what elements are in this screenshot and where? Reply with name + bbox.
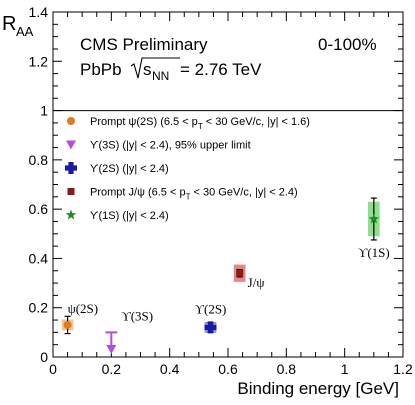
data-points: ψ(2S) ϒ(3S) ϒ(2S) J/ψ ϒ(1S) <box>61 197 390 354</box>
legend-marker <box>67 188 75 195</box>
data-point: ϒ(3S) <box>105 308 153 354</box>
y-tick-label: 0.8 <box>29 152 49 168</box>
y-tick-label: 0 <box>40 349 48 365</box>
y-axis-ticks: 0 0.2 0.4 0.6 0.8 1 1.2 1.4 <box>29 4 403 365</box>
y-axis-label: R AA <box>2 13 34 39</box>
header-experiment: CMS Preliminary <box>80 35 208 54</box>
legend: Prompt ψ(2S) (6.5 < pT < 30 GeV/c, |y| <… <box>65 116 310 222</box>
y-tick-label: 0.2 <box>29 300 49 316</box>
x-tick-label: 1 <box>341 361 349 377</box>
y-tick-label: 1.4 <box>29 4 49 20</box>
y-tick-label: 1 <box>40 103 48 119</box>
header-sqrt-sub: NN <box>152 69 169 83</box>
point-annotation: ψ(2S) <box>68 301 99 316</box>
x-tick-label: 0 <box>49 361 57 377</box>
data-marker <box>368 213 380 224</box>
legend-label: ϒ(3S) (|y| < 2.4), 95% upper limit <box>90 140 251 152</box>
legend-marker <box>66 140 76 150</box>
legend-label: Prompt J/ψ (6.5 < pT < 30 GeV/c, |y| < 2… <box>90 187 298 202</box>
data-marker <box>204 321 217 334</box>
legend-marker <box>65 209 77 220</box>
legend-marker <box>65 162 77 174</box>
y-axis-label-main: R <box>2 13 16 35</box>
legend-item: ϒ(2S) (|y| < 2.4) <box>65 162 169 175</box>
y-tick-label: 0.4 <box>29 250 49 266</box>
header-system: PbPb s NN = 2.76 TeV <box>80 57 262 83</box>
data-point: ψ(2S) <box>61 301 99 335</box>
data-marker <box>106 345 117 354</box>
x-tick-label: 0.4 <box>160 361 180 377</box>
legend-label: ϒ(1S) (|y| < 2.4) <box>90 210 169 222</box>
x-axis-label: Binding energy [GeV] <box>237 379 399 398</box>
x-tick-label: 1.2 <box>393 361 413 377</box>
data-point: J/ψ <box>233 264 265 290</box>
legend-item: Prompt ψ(2S) (6.5 < pT < 30 GeV/c, |y| <… <box>67 116 310 131</box>
y-tick-label: 1.2 <box>29 53 49 69</box>
sqrt-sign-icon <box>130 57 180 79</box>
data-marker <box>63 320 72 329</box>
data-point: ϒ(2S) <box>195 301 227 334</box>
x-tick-label: 0.6 <box>218 361 238 377</box>
y-tick-label: 0.6 <box>29 201 49 217</box>
header-energy: = 2.76 TeV <box>180 60 262 79</box>
x-tick-label: 0.2 <box>102 361 122 377</box>
legend-label: Prompt ψ(2S) (6.5 < pT < 30 GeV/c, |y| <… <box>90 116 310 131</box>
x-tick-label: 0.8 <box>277 361 297 377</box>
legend-label: ϒ(2S) (|y| < 2.4) <box>90 163 169 175</box>
legend-marker <box>67 117 75 125</box>
header-centrality: 0-100% <box>318 35 377 54</box>
point-annotation: ϒ(2S) <box>195 301 227 316</box>
point-annotation: J/ψ <box>248 275 265 290</box>
point-annotation: ϒ(3S) <box>121 308 153 323</box>
data-marker <box>236 269 244 277</box>
legend-item: ϒ(1S) (|y| < 2.4) <box>65 209 169 222</box>
data-point: ϒ(1S) <box>358 197 390 260</box>
point-annotation: ϒ(1S) <box>358 245 390 260</box>
header-system-prefix: PbPb <box>80 60 122 79</box>
legend-item: ϒ(3S) (|y| < 2.4), 95% upper limit <box>66 140 251 152</box>
legend-item: Prompt J/ψ (6.5 < pT < 30 GeV/c, |y| < 2… <box>67 187 298 202</box>
y-axis-label-sub: AA <box>16 24 34 39</box>
header-sqrt-s: s <box>143 60 152 79</box>
